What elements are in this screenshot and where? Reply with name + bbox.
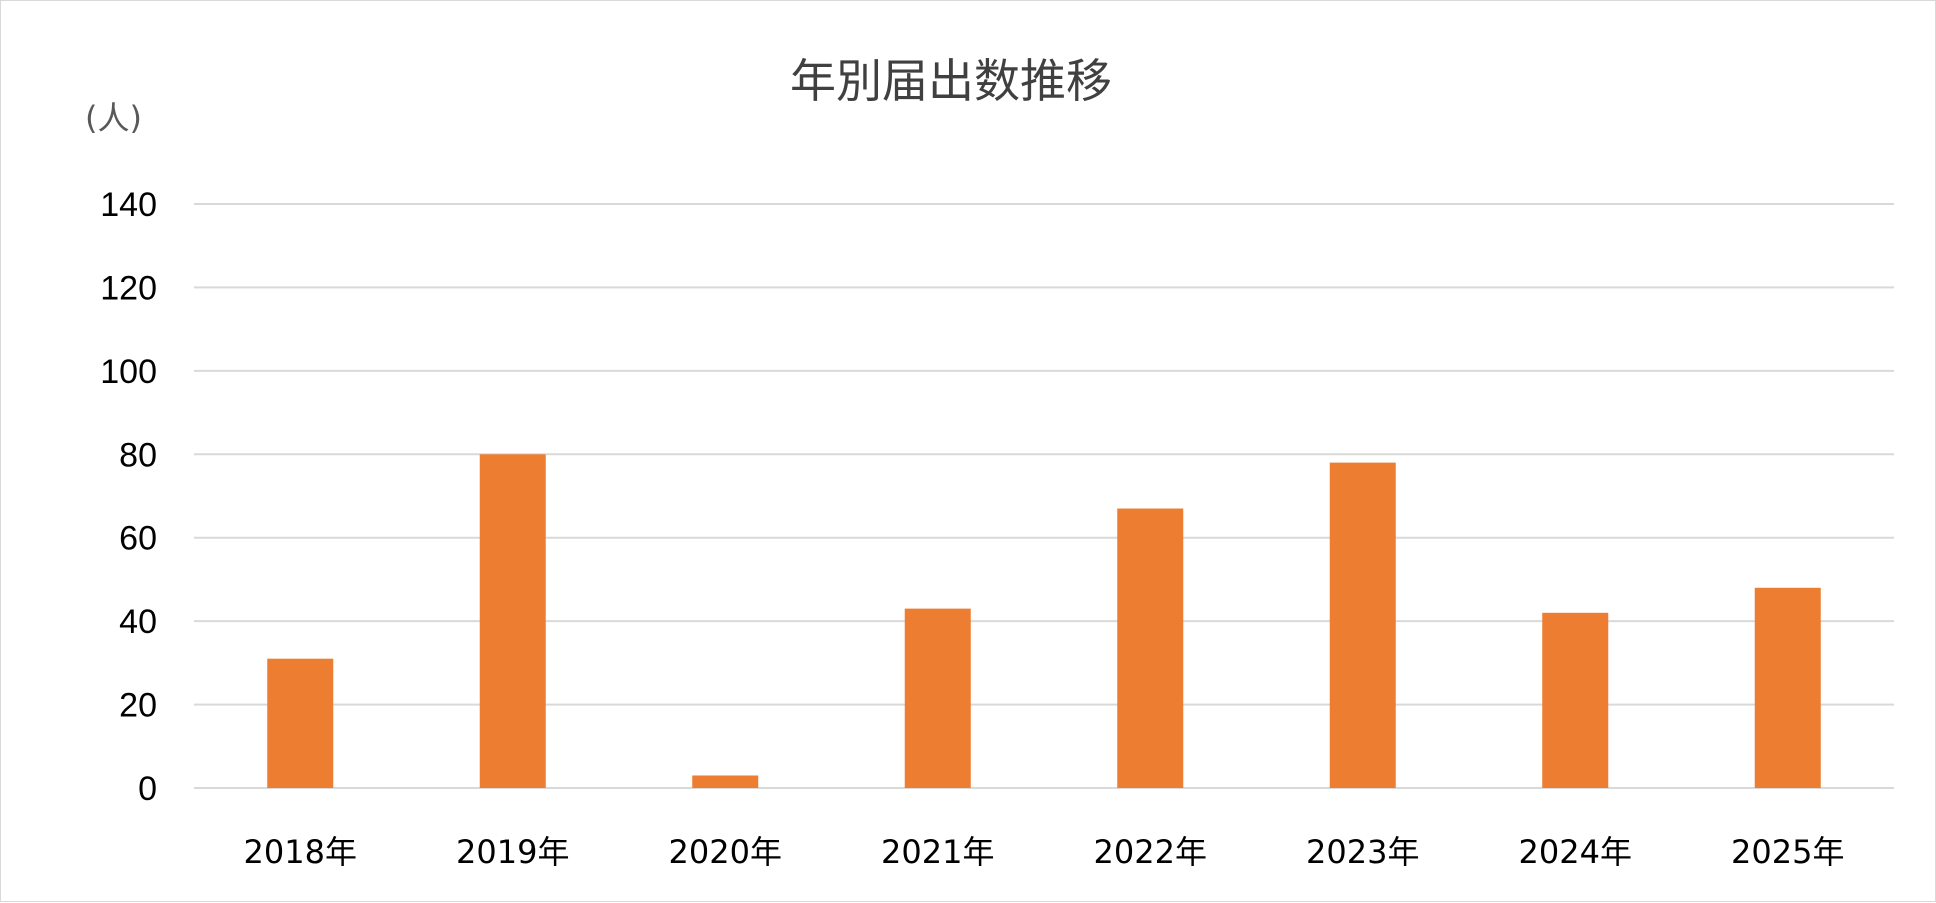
bar-2022年 <box>1117 508 1184 788</box>
x-tick-label: 2018年 <box>244 833 357 871</box>
bar-2019年 <box>479 454 546 788</box>
x-tick-label: 2022年 <box>1094 833 1207 871</box>
y-tick-label: 20 <box>119 687 157 725</box>
y-tick-label: 0 <box>138 770 157 808</box>
x-tick-label: 2020年 <box>669 833 782 871</box>
bar-2023年 <box>1329 462 1396 788</box>
y-axis-ticks: 0 20 40 60 80 100 120 140 <box>100 186 157 808</box>
gridlines <box>194 203 1894 789</box>
x-tick-label: 2021年 <box>881 833 994 871</box>
y-tick-label: 40 <box>119 603 157 641</box>
x-axis-labels: 2018年 2019年 2020年 2021年 2022年 2023年 2024年 2025年 <box>244 833 1845 871</box>
x-tick-label: 2019年 <box>456 833 569 871</box>
y-tick-label: 120 <box>100 269 157 307</box>
bar-2020年 <box>692 775 759 788</box>
bars <box>267 454 1821 788</box>
y-tick-label: 60 <box>119 520 157 558</box>
x-tick-label: 2024年 <box>1519 833 1632 871</box>
y-tick-label: 100 <box>100 353 157 391</box>
chart-title: 年別届出数推移 <box>790 54 1112 108</box>
bar-2025年 <box>1754 587 1821 788</box>
bar-2021年 <box>904 608 971 788</box>
x-tick-label: 2025年 <box>1731 833 1844 871</box>
y-tick-label: 140 <box>100 186 157 224</box>
x-tick-label: 2023年 <box>1306 833 1419 871</box>
y-tick-label: 80 <box>119 436 157 474</box>
bar-2018年 <box>267 658 334 788</box>
bar-2024年 <box>1542 612 1609 788</box>
y-axis-unit-label: (人) <box>85 99 142 137</box>
